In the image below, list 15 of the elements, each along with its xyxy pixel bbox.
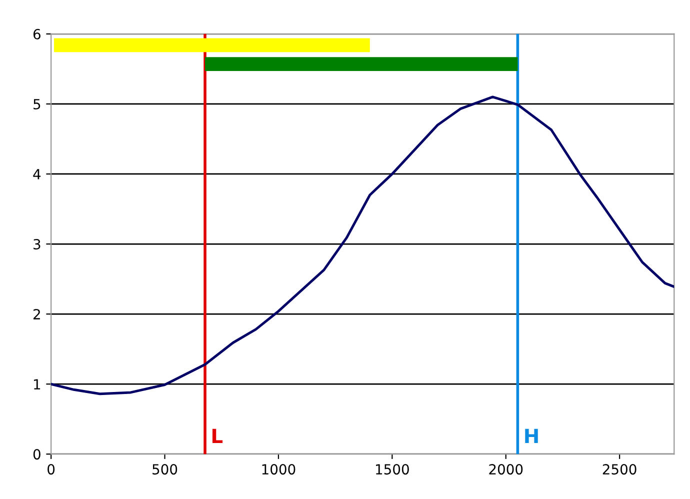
x-tick-label: 1000 [262,464,296,475]
ref-line-label: L [212,428,223,444]
y-tick-label: 5 [34,99,40,110]
y-tick-label: 1 [34,379,40,390]
x-tick-label: 1500 [376,464,409,475]
y-tick-label: 0 [33,449,40,460]
y-tick-label: 4 [33,169,41,180]
x-tick-label: 0 [48,464,55,475]
x-tick-label: 2500 [602,464,636,475]
y-tick-label: 2 [34,309,40,320]
x-tick-label: 2000 [489,464,523,475]
y-tick-label: 3 [34,238,40,250]
y-tick-label: 6 [33,28,40,40]
x-tick-label: 500 [152,464,178,475]
ref-line-label: H [525,428,538,444]
